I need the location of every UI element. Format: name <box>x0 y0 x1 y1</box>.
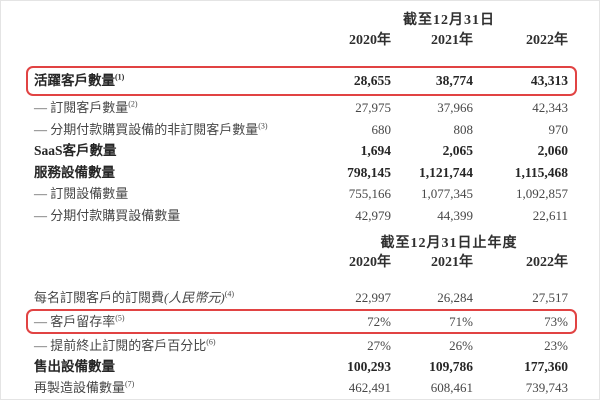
value-2022: 739,743 <box>525 380 568 395</box>
report-page: 截至12月31日 2020年 2021年 2022年 活躍客戶數量(1) 28,… <box>1 1 582 398</box>
row-label-text: — 分期付款購買設備數量 <box>34 207 181 223</box>
row-label-text: 再製造設備數量 <box>34 380 126 395</box>
table1-year-2020: 2020年 <box>349 33 391 48</box>
row-label-text: — 訂閱客戶數量 <box>34 100 129 116</box>
value-2021: 608,461 <box>430 380 473 395</box>
value-2020: 27,975 <box>355 100 391 116</box>
footnote-ref: (7) <box>125 379 135 389</box>
row-label-text: 每名訂閱客戶的訂閱費 <box>34 290 165 305</box>
row-label-text: — 提前終止訂閱的客戶百分比 <box>34 338 207 353</box>
footnote-ref: (4) <box>224 289 235 299</box>
table-row-serviced-devices: 服務設備數量 798,145 1,121,744 1,115,468 <box>26 162 582 184</box>
table2-year-2020: 2020年 <box>349 255 391 270</box>
metrics-table-2: 截至12月31日止年度 2020年 2021年 2022年 每名訂閱客戶的訂閱費… <box>26 232 582 398</box>
table2-year-2022: 2022年 <box>526 255 568 270</box>
value-2020: 462,491 <box>348 380 391 395</box>
row-label: — 提前終止訂閱的客戶百分比(6) <box>26 337 306 353</box>
row-label: 活躍客戶數量(1) <box>26 72 306 89</box>
table-row-subscription-customers: — 訂閱客戶數量(2) 27,975 37,966 42,343 <box>26 97 582 119</box>
row-label: 服務設備數量 <box>26 164 306 180</box>
spacer <box>26 53 582 65</box>
value-2021: 1,121,744 <box>419 164 473 180</box>
value-2021: 44,399 <box>437 207 473 223</box>
table1-period-header-row: 截至12月31日 <box>26 9 582 29</box>
value-2022: 2,060 <box>537 143 568 158</box>
footnote-ref: (2) <box>128 99 138 109</box>
table-row-customer-retention-rate: — 客戶留存率(5) 72% 71% 73% <box>26 308 582 335</box>
table-row-early-termination-pct: — 提前終止訂閱的客戶百分比(6) 27% 26% 23% <box>26 335 582 356</box>
footnote-ref: (1) <box>115 72 125 82</box>
value-2020: 42,979 <box>355 207 391 223</box>
value-2021: 37,966 <box>437 100 473 116</box>
value-2020: 27% <box>367 338 391 353</box>
table-row-installment-noSub-customers: — 分期付款購買設備的非訂閱客戶數量(3) 680 808 970 <box>26 119 582 141</box>
row-label-text: — 客戶留存率 <box>34 314 116 329</box>
row-label-text: 服務設備數量 <box>34 164 115 180</box>
row-label: — 訂閱客戶數量(2) <box>26 99 306 116</box>
row-label-text: — 訂閱設備數量 <box>34 186 129 202</box>
footnote-ref: (3) <box>258 121 268 131</box>
footnote-ref: (5) <box>115 313 125 323</box>
table2-year-2021: 2021年 <box>431 255 473 270</box>
row-label: — 分期付款購買設備的非訂閱客戶數量(3) <box>26 121 306 137</box>
row-label-text: 活躍客戶數量 <box>34 73 115 89</box>
table-row-remanufactured-devices: 再製造設備數量(7) 462,491 608,461 739,743 <box>26 377 582 398</box>
row-label: 每名訂閱客戶的訂閱費(人民幣元)(4) <box>26 289 306 305</box>
value-2021: 1,077,345 <box>421 186 473 202</box>
value-2020: 1,694 <box>360 143 391 158</box>
row-label: — 訂閱設備數量 <box>26 187 306 200</box>
value-2022: 73% <box>544 314 568 329</box>
row-label-text: SaaS客戶數量 <box>34 143 117 158</box>
row-label-italic: (人民幣元) <box>164 290 225 305</box>
table1-year-2022: 2022年 <box>526 33 568 48</box>
table-row-subscription-fee: 每名訂閱客戶的訂閱費(人民幣元)(4) 22,997 26,284 27,517 <box>26 287 582 308</box>
table-row-installment-devices: — 分期付款購買設備數量 42,979 44,399 22,611 <box>26 205 582 227</box>
value-2020: 755,166 <box>348 186 391 202</box>
table1-year-2021: 2021年 <box>431 33 473 48</box>
value-2021: 2,065 <box>442 143 473 158</box>
value-2022: 43,313 <box>530 73 568 89</box>
value-2021: 38,774 <box>435 73 473 89</box>
spacer <box>26 274 582 287</box>
value-2020: 72% <box>367 314 391 329</box>
footnote-ref: (6) <box>206 337 216 347</box>
table-row-subscription-devices: — 訂閱設備數量 755,166 1,077,345 1,092,857 <box>26 183 582 205</box>
value-2020: 680 <box>371 121 392 137</box>
table2-period-header-row: 截至12月31日止年度 <box>26 232 582 252</box>
value-2021: 109,786 <box>429 358 473 374</box>
row-label-text: — 分期付款購買設備的非訂閱客戶數量 <box>34 121 259 137</box>
row-label: 售出設備數量 <box>26 360 306 374</box>
value-2022: 1,115,468 <box>514 164 568 180</box>
value-2020: 22,997 <box>355 290 391 305</box>
table-row-active-customers: 活躍客戶數量(1) 28,655 38,774 43,313 <box>26 65 582 97</box>
value-2022: 1,092,857 <box>516 186 568 202</box>
value-2020: 798,145 <box>347 164 391 180</box>
value-2022: 42,343 <box>532 100 568 116</box>
value-2021: 808 <box>453 121 474 137</box>
value-2020: 28,655 <box>353 73 391 89</box>
table1-period-header: 截至12月31日 <box>403 13 495 28</box>
metrics-table-1: 截至12月31日 2020年 2021年 2022年 活躍客戶數量(1) 28,… <box>26 9 582 226</box>
row-label: — 分期付款購買設備數量 <box>26 209 306 222</box>
row-label-text: 售出設備數量 <box>34 358 115 374</box>
value-2022: 177,360 <box>524 358 568 374</box>
value-2021: 26,284 <box>437 290 473 305</box>
table2-year-header-row: 2020年 2021年 2022年 <box>26 252 582 274</box>
value-2022: 22,611 <box>532 207 568 223</box>
value-2021: 26% <box>449 338 473 353</box>
table1-year-header-row: 2020年 2021年 2022年 <box>26 29 582 53</box>
value-2020: 100,293 <box>347 358 391 374</box>
table2-period-header: 截至12月31日止年度 <box>380 236 518 251</box>
table-row-devices-sold: 售出設備數量 100,293 109,786 177,360 <box>26 356 582 377</box>
row-label: 再製造設備數量(7) <box>26 379 306 395</box>
row-label: SaaS客戶數量 <box>26 144 306 158</box>
value-2022: 27,517 <box>532 290 568 305</box>
value-2022: 970 <box>548 121 569 137</box>
row-label: — 客戶留存率(5) <box>26 313 306 329</box>
table-row-saas-customers: SaaS客戶數量 1,694 2,065 2,060 <box>26 140 582 162</box>
value-2021: 71% <box>449 314 473 329</box>
value-2022: 23% <box>544 338 568 353</box>
